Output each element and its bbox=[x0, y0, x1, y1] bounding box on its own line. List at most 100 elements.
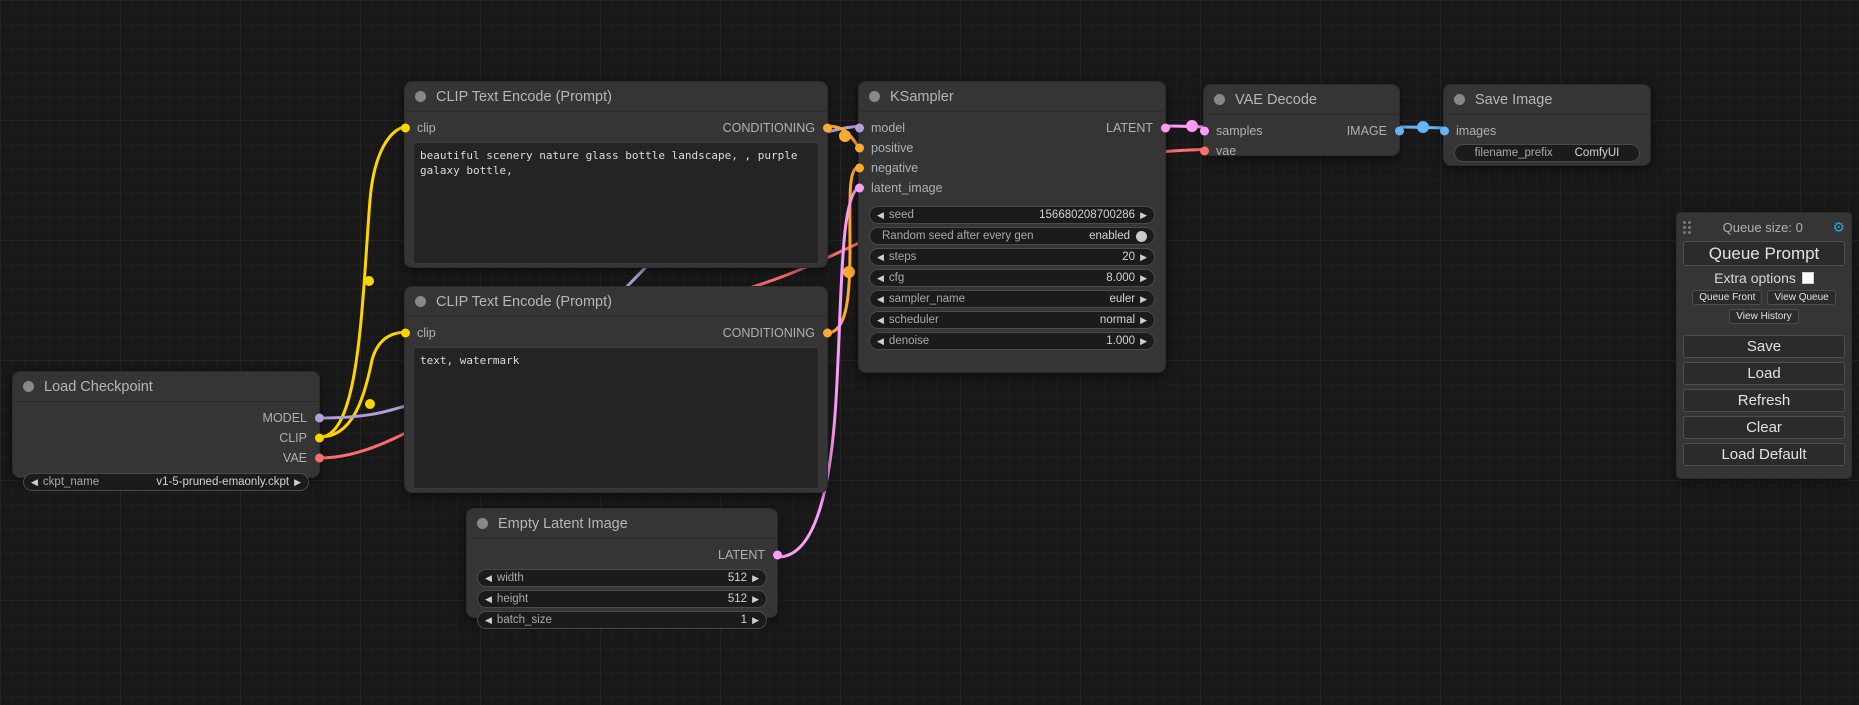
increment-arrow-icon[interactable]: ▶ bbox=[1140, 293, 1147, 304]
slot-latent-output[interactable]: LATENT bbox=[859, 118, 1170, 138]
port-dot-clip[interactable] bbox=[400, 123, 410, 133]
decrement-arrow-icon[interactable]: ◀ bbox=[31, 476, 38, 487]
widget-filename-prefix[interactable]: filename_prefix ComfyUI bbox=[1454, 144, 1640, 162]
increment-arrow-icon[interactable]: ▶ bbox=[1140, 251, 1147, 262]
collapse-dot-icon[interactable] bbox=[1214, 94, 1225, 105]
port-dot-model[interactable] bbox=[314, 413, 324, 423]
widget-random-seed-toggle[interactable]: Random seed after every gen enabled bbox=[869, 227, 1155, 245]
port-dot-image[interactable] bbox=[1394, 126, 1404, 136]
increment-arrow-icon[interactable]: ▶ bbox=[752, 614, 759, 625]
increment-arrow-icon[interactable]: ▶ bbox=[1140, 209, 1147, 220]
decrement-arrow-icon[interactable]: ◀ bbox=[877, 314, 884, 325]
slot-latent-output[interactable]: LATENT bbox=[467, 545, 782, 565]
node-vae-decode[interactable]: VAE Decode samples IMAGE vae bbox=[1199, 84, 1404, 158]
node-clip-text-encode-positive[interactable]: CLIP Text Encode (Prompt) clip CONDITION… bbox=[400, 81, 832, 268]
slot-image-output[interactable]: IMAGE bbox=[1204, 121, 1404, 141]
widget-height[interactable]: ◀ height 512 ▶ bbox=[477, 590, 767, 608]
port-dot-vae[interactable] bbox=[1199, 146, 1209, 156]
node-load-checkpoint[interactable]: Load Checkpoint MODEL CLIP VAE ◀ ckpt_na… bbox=[12, 371, 324, 491]
widget-ckpt-name[interactable]: ◀ ckpt_name v1-5-pruned-emaonly.ckpt ▶ bbox=[23, 473, 309, 491]
node-title-bar[interactable]: KSampler bbox=[859, 82, 1165, 112]
comfy-menu-panel[interactable]: Queue size: 0 ⚙ Queue Prompt Extra optio… bbox=[1676, 212, 1852, 479]
decrement-arrow-icon[interactable]: ◀ bbox=[485, 593, 492, 604]
gear-icon[interactable]: ⚙ bbox=[1832, 219, 1845, 235]
queue-front-button[interactable]: Queue Front bbox=[1692, 290, 1763, 305]
extra-options-checkbox[interactable] bbox=[1801, 272, 1814, 284]
increment-arrow-icon[interactable]: ▶ bbox=[1140, 335, 1147, 346]
save-button[interactable]: Save bbox=[1683, 335, 1845, 358]
port-dot-clip[interactable] bbox=[400, 328, 410, 338]
decrement-arrow-icon[interactable]: ◀ bbox=[877, 293, 884, 304]
refresh-button[interactable]: Refresh bbox=[1683, 389, 1845, 412]
decrement-arrow-icon[interactable]: ◀ bbox=[485, 614, 492, 625]
port-dot-positive[interactable] bbox=[854, 143, 864, 153]
widget-steps[interactable]: ◀ steps 20 ▶ bbox=[869, 248, 1155, 266]
decrement-arrow-icon[interactable]: ◀ bbox=[877, 335, 884, 346]
port-dot-model[interactable] bbox=[854, 123, 864, 133]
collapse-dot-icon[interactable] bbox=[477, 518, 488, 529]
queue-prompt-button[interactable]: Queue Prompt bbox=[1683, 241, 1845, 266]
node-title-bar[interactable]: VAE Decode bbox=[1204, 85, 1399, 115]
increment-arrow-icon[interactable]: ▶ bbox=[752, 593, 759, 604]
prompt-textarea[interactable]: text, watermark bbox=[413, 347, 819, 489]
widget-denoise[interactable]: ◀ denoise 1.000 ▶ bbox=[869, 332, 1155, 350]
node-empty-latent-image[interactable]: Empty Latent Image LATENT ◀ width 512 ▶ … bbox=[466, 508, 782, 629]
slot-samples-input[interactable]: samples bbox=[1199, 121, 1399, 141]
slot-positive-input[interactable]: positive bbox=[854, 138, 1165, 158]
port-dot-clip[interactable] bbox=[314, 433, 324, 443]
toggle-knob-icon[interactable] bbox=[1136, 230, 1147, 242]
load-button[interactable]: Load bbox=[1683, 362, 1845, 385]
widget-seed[interactable]: ◀ seed 156680208700286 ▶ bbox=[869, 206, 1155, 224]
increment-arrow-icon[interactable]: ▶ bbox=[1140, 314, 1147, 325]
node-title-bar[interactable]: CLIP Text Encode (Prompt) bbox=[405, 287, 827, 317]
node-save-image[interactable]: Save Image images filename_prefix ComfyU… bbox=[1439, 84, 1651, 166]
load-default-button[interactable]: Load Default bbox=[1683, 443, 1845, 466]
slot-negative-input[interactable]: negative bbox=[854, 158, 1165, 178]
increment-arrow-icon[interactable]: ▶ bbox=[294, 476, 301, 487]
slot-model-output[interactable]: MODEL bbox=[13, 408, 324, 428]
slot-clip-input[interactable]: clip bbox=[400, 118, 827, 138]
collapse-dot-icon[interactable] bbox=[1454, 94, 1465, 105]
port-dot-vae[interactable] bbox=[314, 453, 324, 463]
widget-scheduler[interactable]: ◀ scheduler normal ▶ bbox=[869, 311, 1155, 329]
slot-images-input[interactable]: images bbox=[1439, 121, 1650, 141]
node-title-bar[interactable]: Save Image bbox=[1444, 85, 1650, 115]
slot-clip-output[interactable]: CLIP bbox=[13, 428, 324, 448]
slot-latent-image-input[interactable]: latent_image bbox=[854, 178, 1165, 198]
decrement-arrow-icon[interactable]: ◀ bbox=[877, 251, 884, 262]
slot-conditioning-output[interactable]: CONDITIONING bbox=[405, 323, 832, 343]
node-clip-text-encode-negative[interactable]: CLIP Text Encode (Prompt) clip CONDITION… bbox=[400, 286, 832, 493]
collapse-dot-icon[interactable] bbox=[415, 91, 426, 102]
extra-options-row[interactable]: Extra options bbox=[1683, 270, 1845, 286]
collapse-dot-icon[interactable] bbox=[415, 296, 426, 307]
port-dot-conditioning[interactable] bbox=[822, 328, 832, 338]
slot-vae-input[interactable]: vae bbox=[1199, 141, 1399, 161]
drag-handle-icon[interactable] bbox=[1683, 221, 1693, 234]
slot-vae-output[interactable]: VAE bbox=[13, 448, 324, 468]
widget-width[interactable]: ◀ width 512 ▶ bbox=[477, 569, 767, 587]
port-dot-negative[interactable] bbox=[854, 163, 864, 173]
prompt-textarea[interactable]: beautiful scenery nature glass bottle la… bbox=[413, 142, 819, 264]
node-title-bar[interactable]: CLIP Text Encode (Prompt) bbox=[405, 82, 827, 112]
slot-conditioning-output[interactable]: CONDITIONING bbox=[405, 118, 832, 138]
port-dot-conditioning[interactable] bbox=[822, 123, 832, 133]
increment-arrow-icon[interactable]: ▶ bbox=[1140, 272, 1147, 283]
widget-batch-size[interactable]: ◀ batch_size 1 ▶ bbox=[477, 611, 767, 629]
view-queue-button[interactable]: View Queue bbox=[1767, 290, 1836, 305]
clear-button[interactable]: Clear bbox=[1683, 416, 1845, 439]
port-dot-images[interactable] bbox=[1439, 126, 1449, 136]
decrement-arrow-icon[interactable]: ◀ bbox=[485, 572, 492, 583]
node-ksampler[interactable]: KSampler model LATENT positive negative … bbox=[854, 81, 1170, 373]
node-title-bar[interactable]: Empty Latent Image bbox=[467, 509, 777, 539]
port-dot-samples[interactable] bbox=[1199, 126, 1209, 136]
decrement-arrow-icon[interactable]: ◀ bbox=[877, 272, 884, 283]
collapse-dot-icon[interactable] bbox=[869, 91, 880, 102]
slot-clip-input[interactable]: clip bbox=[400, 323, 827, 343]
port-dot-latent[interactable] bbox=[1160, 123, 1170, 133]
port-dot-latent[interactable] bbox=[772, 550, 782, 560]
widget-cfg[interactable]: ◀ cfg 8.000 ▶ bbox=[869, 269, 1155, 287]
decrement-arrow-icon[interactable]: ◀ bbox=[877, 209, 884, 220]
node-title-bar[interactable]: Load Checkpoint bbox=[13, 372, 319, 402]
collapse-dot-icon[interactable] bbox=[23, 381, 34, 392]
